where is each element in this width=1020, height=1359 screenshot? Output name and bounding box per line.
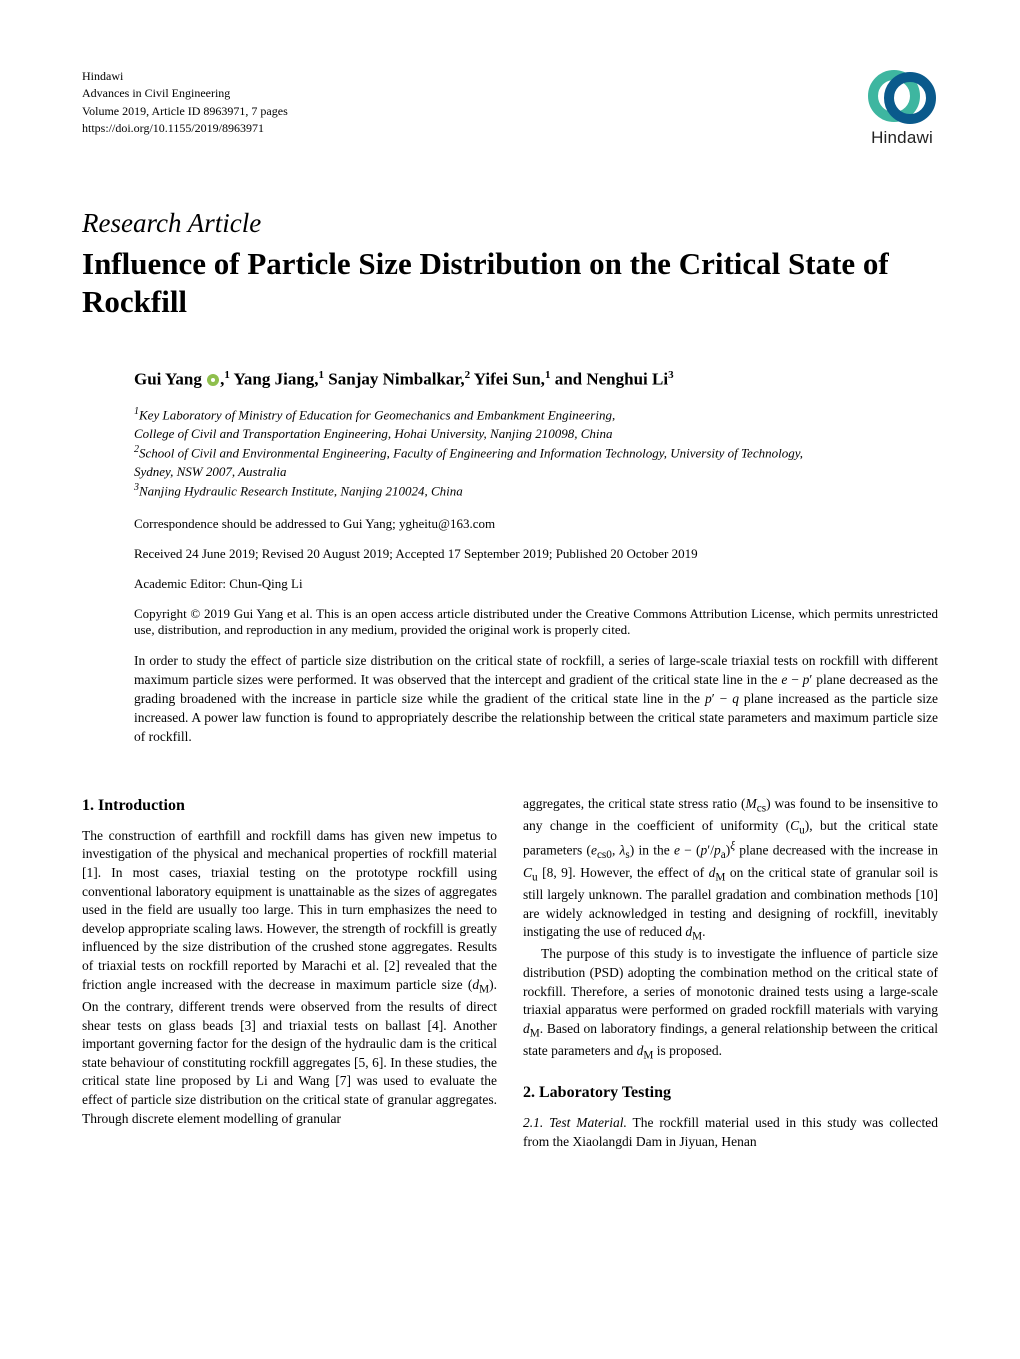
body-paragraph: The purpose of this study is to investig… xyxy=(523,945,938,1064)
academic-editor: Academic Editor: Chun-Qing Li xyxy=(82,576,938,592)
section-heading-laboratory: 2. Laboratory Testing xyxy=(523,1082,938,1104)
article-type: Research Article xyxy=(82,208,938,239)
body-paragraph: aggregates, the critical state stress ra… xyxy=(523,795,938,946)
subsection-title: 2.1. Test Material. xyxy=(523,1115,627,1130)
journal-name: Advances in Civil Engineering xyxy=(82,85,288,102)
affiliation-line: College of Civil and Transportation Engi… xyxy=(134,425,938,443)
correspondence: Correspondence should be addressed to Gu… xyxy=(82,516,938,532)
body-columns: 1. Introduction The construction of eart… xyxy=(82,795,938,1152)
publication-info: Hindawi Advances in Civil Engineering Vo… xyxy=(82,68,288,138)
section-heading-introduction: 1. Introduction xyxy=(82,795,497,817)
publisher-logo: Hindawi xyxy=(866,68,938,148)
article-dates: Received 24 June 2019; Revised 20 August… xyxy=(82,546,938,562)
header: Hindawi Advances in Civil Engineering Vo… xyxy=(82,68,938,148)
affiliation-line: 2School of Civil and Environmental Engin… xyxy=(134,443,938,463)
affiliation-line: 1Key Laboratory of Ministry of Education… xyxy=(134,405,938,425)
body-paragraph: 2.1. Test Material. The rockfill materia… xyxy=(523,1114,938,1151)
affiliations: 1Key Laboratory of Ministry of Education… xyxy=(82,405,938,500)
affiliation-line: Sydney, NSW 2007, Australia xyxy=(134,463,938,481)
doi-line: https://doi.org/10.1155/2019/8963971 xyxy=(82,120,288,137)
column-right: aggregates, the critical state stress ra… xyxy=(523,795,938,1152)
hindawi-logo-icon xyxy=(866,68,938,126)
article-title: Influence of Particle Size Distribution … xyxy=(82,245,938,321)
copyright: Copyright © 2019 Gui Yang et al. This is… xyxy=(82,606,938,638)
column-left: 1. Introduction The construction of eart… xyxy=(82,795,497,1152)
orcid-icon xyxy=(207,374,219,386)
authors: Gui Yang ,1 Yang Jiang,1 Sanjay Nimbalka… xyxy=(82,369,938,390)
body-paragraph: The construction of earthfill and rockfi… xyxy=(82,827,497,1129)
publisher-name: Hindawi xyxy=(82,68,288,85)
abstract: In order to study the effect of particle… xyxy=(82,652,938,746)
volume-line: Volume 2019, Article ID 8963971, 7 pages xyxy=(82,103,288,120)
publisher-logo-text: Hindawi xyxy=(866,128,938,148)
affiliation-line: 3Nanjing Hydraulic Research Institute, N… xyxy=(134,481,938,501)
